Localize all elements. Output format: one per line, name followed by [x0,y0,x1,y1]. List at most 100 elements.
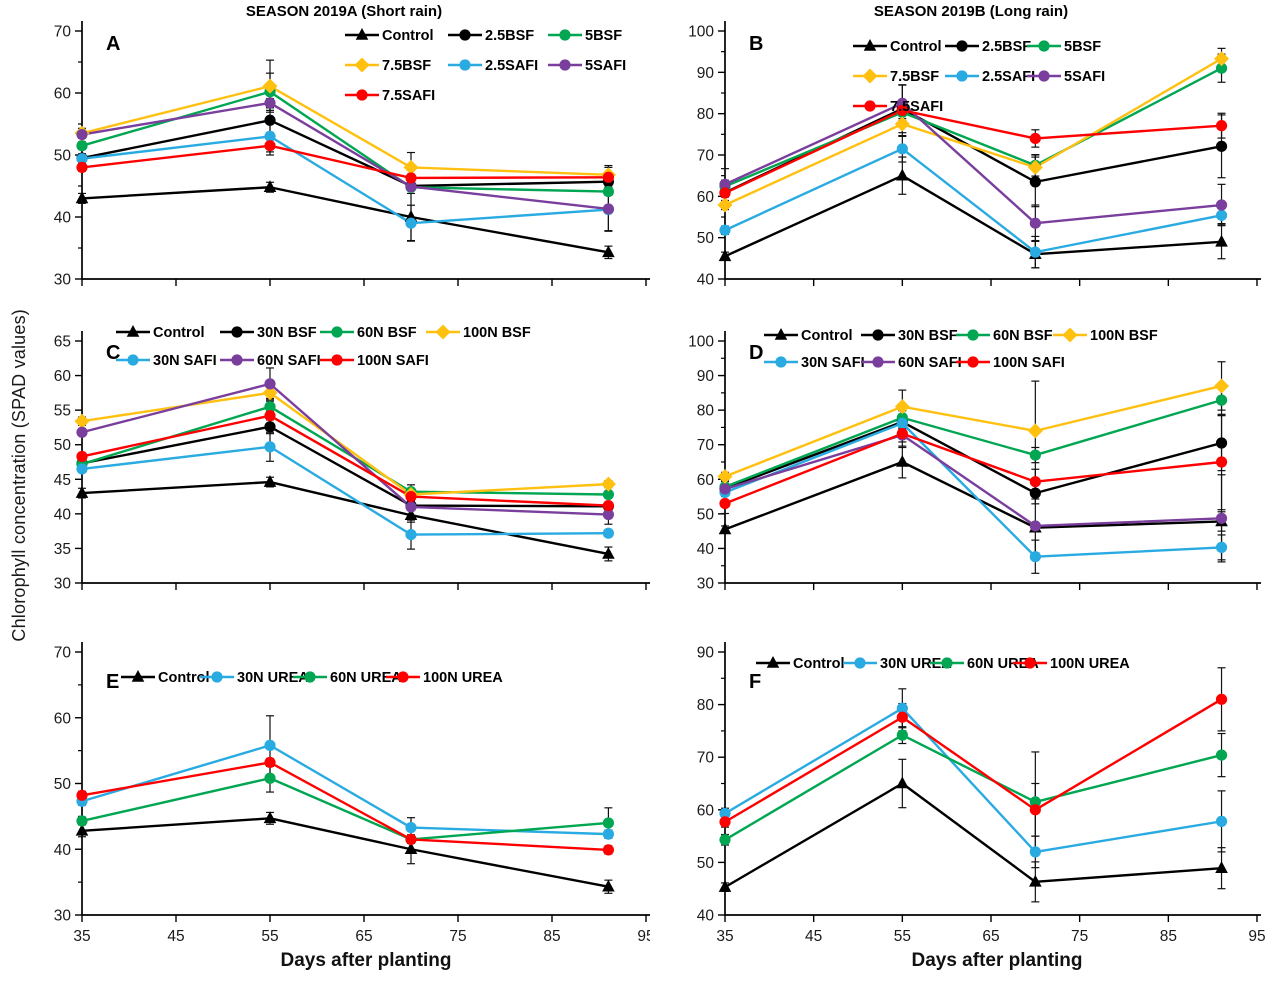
y-tick-label: 90 [697,645,715,662]
x-tick-label: 35 [73,928,90,945]
series-marker-control [1029,874,1042,887]
y-tick-label: 100 [688,24,714,41]
legend-marker-100n-bsf [435,324,451,340]
legend-marker-control [766,656,780,668]
series-marker-30n-safi [602,527,615,539]
series-line-7-5bsf [80,84,610,177]
series-marker-2-5bsf [1215,140,1228,152]
y-tick-label: 60 [697,802,715,819]
legend-label: 30N SAFI [801,355,865,371]
series-marker-100n-safi [405,490,417,503]
chart-panel-f: 40 50 60 70 80 90 35 45 55 65 75 85 95 F Control 30N UR… [650,620,1269,950]
legend-marker-7-5safi [356,89,368,101]
series-marker-control [602,879,615,892]
y-tick-label: 70 [54,645,72,662]
y-tick-label: 70 [697,750,715,767]
series-marker-30n-safi [76,463,88,475]
series-marker-control [718,880,732,892]
y-tick-label: 30 [54,272,72,289]
y-tick-label: 65 [54,334,71,351]
series-marker-7-5safi [896,104,908,116]
series-line-60n-bsf [723,398,1223,489]
series-marker-7-5bsf [717,197,733,213]
series-marker-100n-urea [405,833,417,845]
series-marker-control [75,191,89,204]
series-marker-100n-urea [264,756,276,769]
legend-marker-30n-safi [127,354,139,366]
series-line-5bsf [723,66,1223,188]
y-tick-label: 50 [54,148,72,165]
y-tick-label: 70 [697,437,715,454]
y-tick-label: 30 [697,576,715,593]
series-line-2-5safi [80,135,610,225]
series-line-5safi [723,102,1223,225]
series-marker-control [404,842,418,855]
series-marker-control [263,475,277,487]
series-marker-control [896,455,909,467]
y-tick-label: 35 [54,541,71,558]
legend-marker-30n-bsf [872,329,884,341]
series-marker-5safi [719,178,731,190]
x-tick-label: 75 [1071,928,1088,945]
series-marker-7-5bsf [403,159,419,175]
legend-marker-2-5safi [459,59,471,71]
legend-label: 100N BSF [1090,328,1158,344]
y-tick-label: 80 [697,697,715,714]
series-marker-30n-safi [1215,541,1228,553]
series-marker-30n-bsf [1029,487,1041,499]
series-marker-30n-safi [405,529,417,541]
legend-marker-2-5bsf [956,40,968,52]
legend-label: 2.5BSF [485,28,534,44]
y-tick-label: 60 [697,472,715,489]
series-marker-control [896,168,909,181]
series-line-100n-urea [723,698,1223,824]
chart-panel-b: 40 50 60 70 80 90 100 B SEASON 2019B (Long rain)… [650,0,1269,295]
series-marker-7-5bsf [1214,51,1230,67]
panel-letter: E [106,671,119,693]
chart-panel-e: 30 40 50 60 70 35 45 55 65 75 85 95 E Control 30N UREA… [38,620,650,950]
y-tick-label: 60 [697,189,715,206]
x-tick-label: 95 [1248,928,1265,945]
series-marker-5bsf [602,185,615,198]
series-marker-7-5safi [264,140,276,152]
chart-panel-a: 30 40 50 60 70 A SEASON 2019A (Short rain) Cont… [38,0,650,295]
series-marker-100n-safi [602,499,615,512]
panel-letter: D [749,342,763,364]
legend-marker-100n-urea [397,671,409,683]
legend-label: 100N SAFI [357,353,429,369]
series-marker-30n-urea [264,739,276,751]
y-tick-label: 40 [697,908,715,925]
series-line-100n-bsf [80,391,610,496]
series-marker-100n-safi [1215,456,1228,468]
series-marker-30n-urea [1029,846,1041,858]
legend-label: 2.5SAFI [982,69,1035,85]
series-marker-2-5safi [1029,246,1041,258]
series-marker-60n-urea [602,817,615,829]
series-marker-60n-urea [719,834,731,846]
series-line-control [80,186,610,254]
series-marker-5safi [405,181,417,193]
y-tick-label: 70 [697,148,715,165]
y-axis-label: Chlorophyll concentration (SPAD values) [0,0,38,950]
series-marker-2-5safi [896,143,908,155]
series-line-5safi [80,101,610,211]
series-marker-30n-bsf [264,421,276,433]
legend-label: Control [153,325,205,341]
series-marker-60n-safi [1029,520,1041,532]
x-tick-label: 55 [261,928,278,945]
legend-marker-5safi [559,59,571,71]
series-line-2-5bsf [80,119,610,188]
y-tick-label: 30 [54,576,72,593]
legend-label: 5BSF [585,28,622,44]
series-marker-2-5safi [76,153,88,165]
series-line-control [80,817,610,888]
series-marker-100n-bsf [717,469,733,485]
series-marker-60n-urea [1029,796,1041,808]
series-marker-control [263,180,277,193]
legend-label: 30N BSF [898,328,958,344]
legend-marker-60n-urea [941,657,953,669]
legend-label: 60N SAFI [257,353,321,369]
series-marker-100n-bsf [1027,423,1043,439]
series-marker-control [718,522,732,535]
legend-marker-control [355,28,369,40]
